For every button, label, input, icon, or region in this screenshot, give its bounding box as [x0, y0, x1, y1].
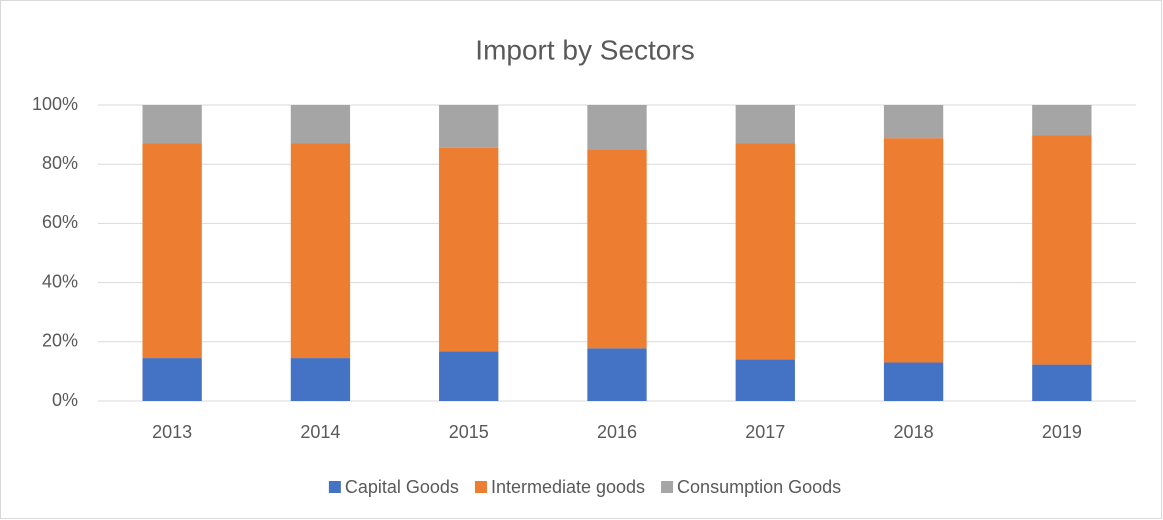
bar-segment — [1032, 364, 1092, 401]
bar-segment — [735, 359, 795, 401]
legend-label: Intermediate goods — [491, 477, 645, 497]
legend-swatch — [474, 481, 487, 493]
bar-segment — [439, 105, 499, 148]
bar-segment — [439, 147, 499, 352]
bar-segment — [1032, 105, 1092, 136]
x-tick-label: 2013 — [152, 422, 192, 442]
y-tick-label: 40% — [42, 271, 78, 291]
bar-segment — [883, 138, 944, 363]
chart-title: Import by Sectors — [475, 34, 694, 65]
legend-label: Consumption Goods — [677, 477, 841, 497]
x-tick-label: 2018 — [894, 422, 934, 442]
bar-segment — [290, 105, 351, 144]
bar-segment — [439, 351, 499, 401]
y-tick-label: 0% — [52, 390, 78, 410]
bar-segment — [735, 105, 795, 144]
bar-segment — [735, 143, 795, 360]
legend-swatch — [661, 481, 674, 493]
x-tick-label: 2017 — [745, 422, 785, 442]
x-tick-label: 2016 — [597, 422, 637, 442]
bar-segment — [883, 362, 944, 401]
x-tick-label: 2015 — [449, 422, 489, 442]
bar-segment — [587, 105, 647, 150]
bar-segment — [587, 149, 647, 349]
x-tick-label: 2014 — [300, 422, 340, 442]
bar-segment — [290, 358, 351, 401]
bar-segment — [883, 105, 944, 139]
legend-swatch — [328, 481, 341, 493]
bar-segment — [142, 358, 202, 401]
y-tick-label: 100% — [32, 94, 78, 114]
y-tick-label: 20% — [42, 331, 78, 351]
bar-segment — [1032, 135, 1092, 365]
bar-segment — [142, 143, 202, 359]
bar-segment — [587, 348, 647, 401]
y-tick-label: 60% — [42, 212, 78, 232]
bar-segment — [142, 105, 202, 144]
legend-label: Capital Goods — [345, 477, 459, 497]
y-tick-label: 80% — [42, 153, 78, 173]
x-tick-label: 2019 — [1042, 422, 1082, 442]
bar-segment — [290, 143, 351, 359]
